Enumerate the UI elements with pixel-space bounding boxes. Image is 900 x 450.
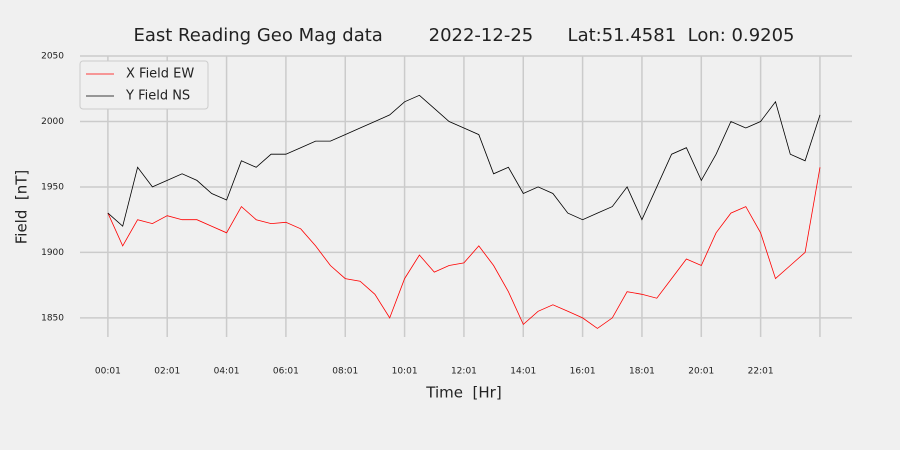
y-tick-label: 2050 bbox=[41, 52, 64, 62]
data-line bbox=[107, 167, 821, 329]
x-tick-label: 08:01 bbox=[332, 367, 358, 377]
data-line bbox=[107, 94, 821, 227]
x-tick-label: 20:01 bbox=[688, 367, 714, 377]
x-tick-label: 06:01 bbox=[273, 367, 299, 377]
x-tick-label: 02:01 bbox=[154, 367, 180, 377]
x-tick-label: 18:01 bbox=[629, 367, 655, 377]
x-tick-label: 12:01 bbox=[451, 367, 477, 377]
x-tick-label: 04:01 bbox=[214, 367, 240, 377]
y-tick-label: 2000 bbox=[41, 117, 64, 127]
x-tick-label: 00:01 bbox=[95, 367, 121, 377]
legend-box bbox=[79, 60, 209, 110]
x-tick-label: 16:01 bbox=[570, 367, 596, 377]
x-tick-label: 22:01 bbox=[748, 367, 774, 377]
legend: X Field EW Y Field NS bbox=[79, 60, 209, 110]
x-axis-label: Time [Hr] bbox=[425, 384, 501, 402]
legend-label: X Field EW bbox=[126, 67, 194, 82]
y-axis-label: Field [nT] bbox=[13, 170, 31, 245]
chart-title: East Reading Geo Mag data 2022-12-25 Lat… bbox=[133, 25, 794, 46]
x-tick-label: 10:01 bbox=[392, 367, 418, 377]
y-tick-label: 1850 bbox=[41, 313, 64, 323]
legend-label: Y Field NS bbox=[125, 89, 190, 104]
y-tick-label: 1950 bbox=[41, 182, 64, 192]
x-tick-label: 14:01 bbox=[510, 367, 536, 377]
y-tick-label: 1900 bbox=[41, 248, 64, 258]
